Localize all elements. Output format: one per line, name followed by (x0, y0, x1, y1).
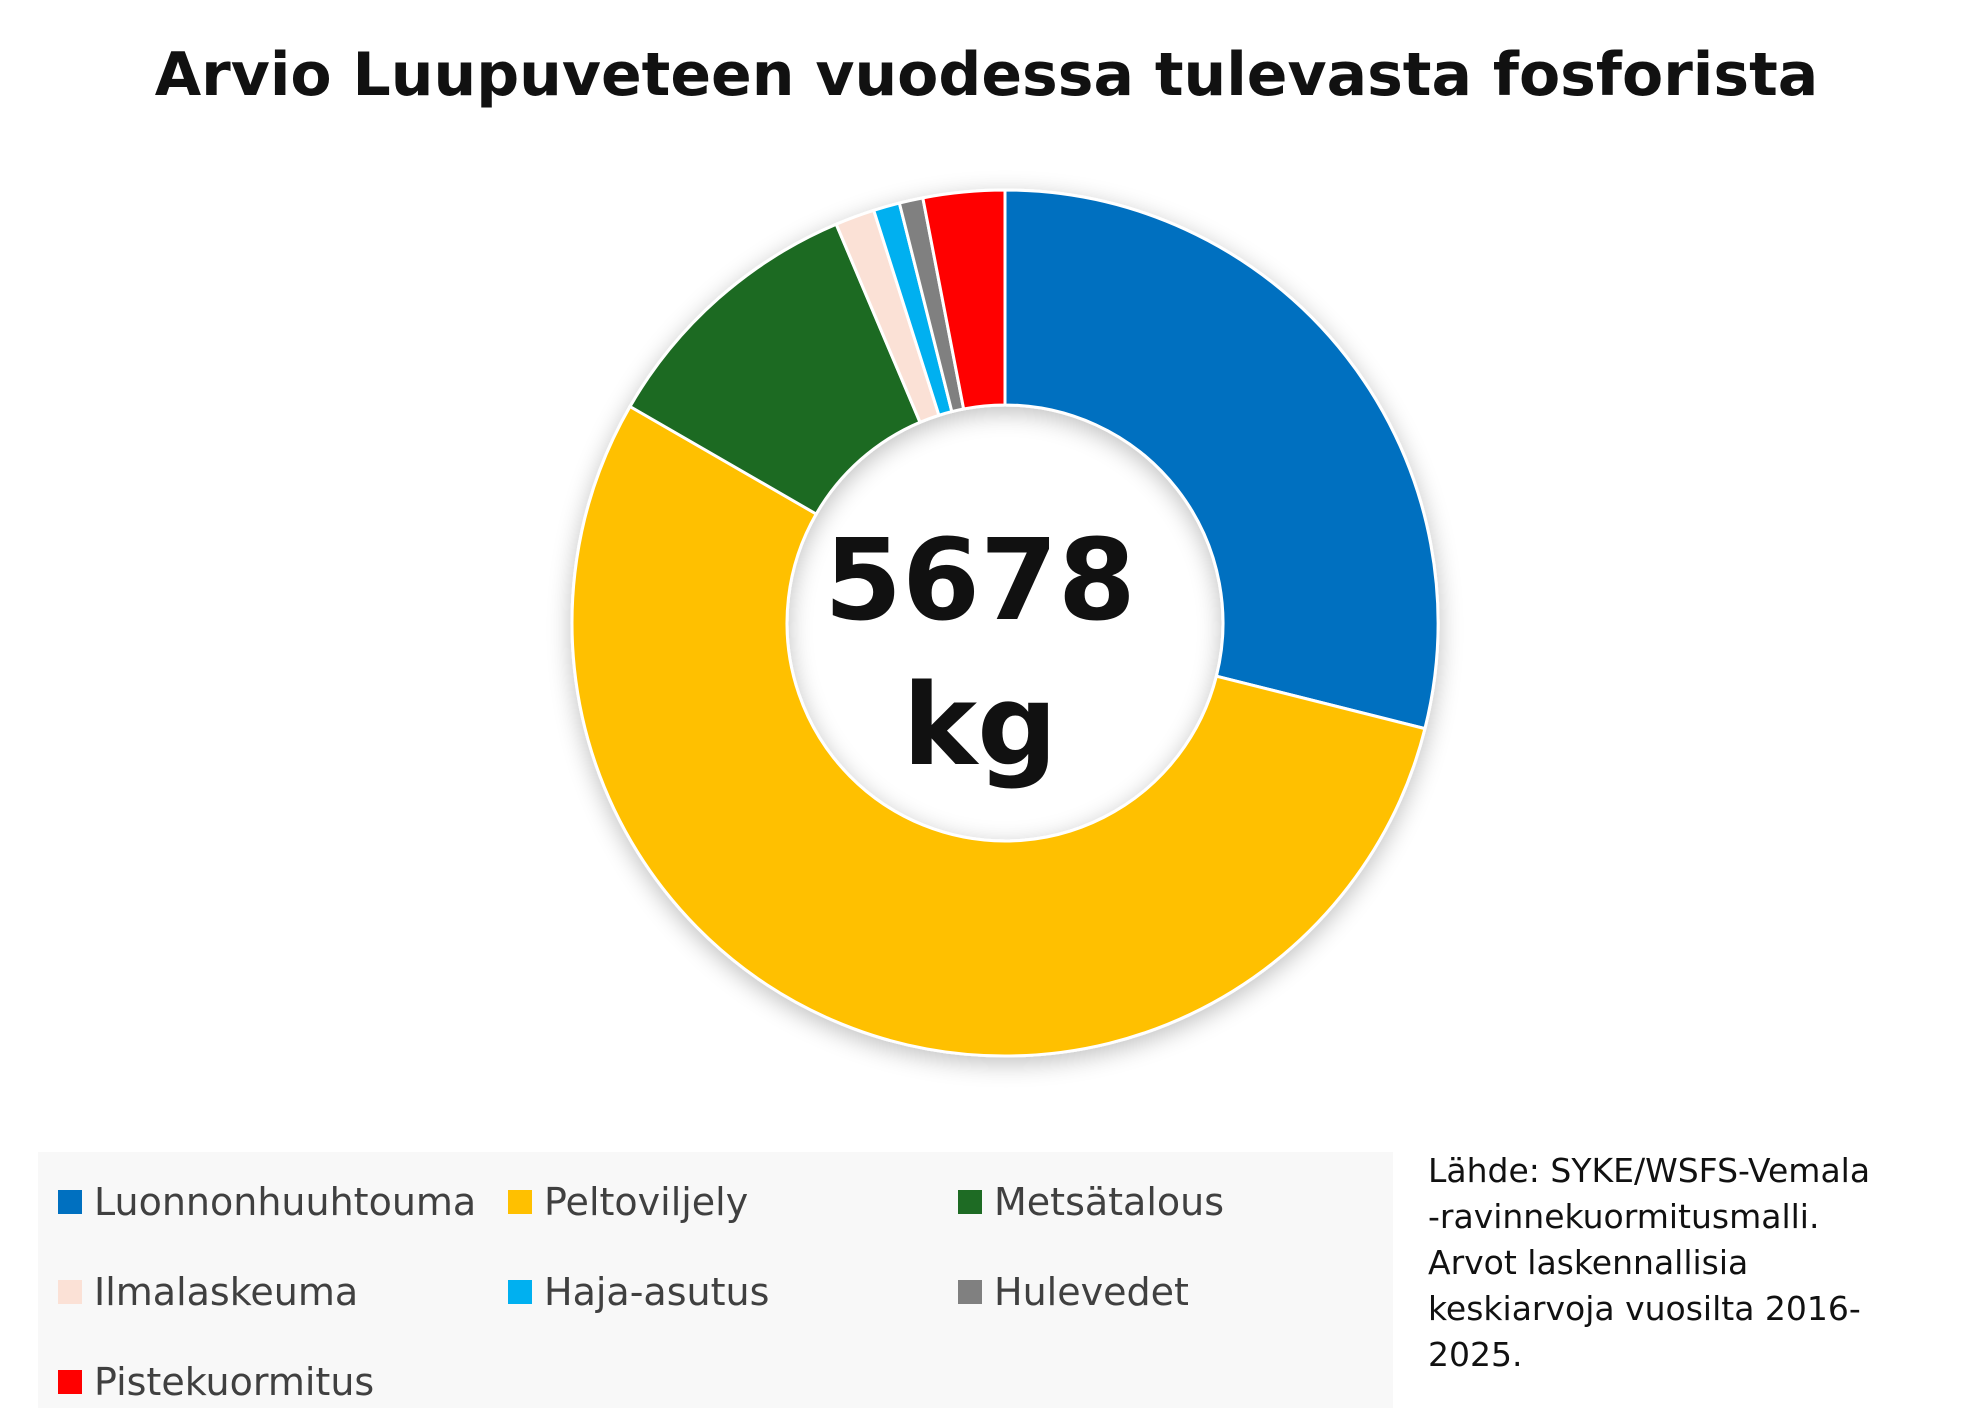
legend-swatch (58, 1190, 82, 1214)
legend-swatch (508, 1280, 532, 1304)
legend-item-peltoviljely: Peltoviljely (508, 1172, 748, 1232)
legend-label: Pistekuormitus (94, 1360, 375, 1404)
source-note-line: keskiarvoja vuosilta 2016- (1428, 1289, 1861, 1328)
legend-swatch (958, 1190, 982, 1214)
legend-label: Peltoviljely (544, 1180, 749, 1224)
legend-label: Haja-asutus (544, 1270, 770, 1314)
center-total-value: 5678 (824, 516, 1136, 646)
donut-slice-luonnonhuuhtouma (1003, 188, 1440, 731)
legend-swatch (58, 1280, 82, 1304)
source-note-line: 2025. (1428, 1335, 1523, 1374)
legend: Luonnonhuuhtouma Peltoviljely Metsätalou… (38, 1152, 1393, 1408)
legend-label: Hulevedet (994, 1270, 1189, 1314)
legend-swatch (58, 1370, 82, 1394)
legend-item-haja-asutus: Haja-asutus (508, 1262, 769, 1322)
legend-item-ilmalaskeuma: Ilmalaskeuma (58, 1262, 358, 1322)
legend-label: Metsätalous (994, 1180, 1225, 1224)
legend-item-pistekuormitus: Pistekuormitus (58, 1352, 374, 1412)
source-note-line: Arvot laskennallisia (1428, 1243, 1749, 1282)
center-total-unit: kg (902, 661, 1058, 791)
chart-title: Arvio Luupuveteen vuodessa tulevasta fos… (154, 40, 1819, 110)
source-note-line: -ravinnekuormitusmalli. (1428, 1197, 1820, 1236)
donut-slice-pistekuormitus (921, 188, 1007, 411)
legend-item-hulevedet: Hulevedet (958, 1262, 1189, 1322)
legend-item-luonnonhuuhtouma: Luonnonhuuhtouma (58, 1172, 476, 1232)
donut-slice-metsätalous (627, 222, 922, 517)
legend-swatch (508, 1190, 532, 1214)
donut-slice-peltoviljely (570, 404, 1427, 1058)
legend-label: Luonnonhuuhtouma (94, 1180, 477, 1224)
legend-item-metsatalous: Metsätalous (958, 1172, 1224, 1232)
source-note-line: Lähde: SYKE/WSFS-Vemala (1428, 1151, 1871, 1190)
legend-swatch (958, 1280, 982, 1304)
donut-chart (570, 188, 1440, 1058)
source-note: Lähde: SYKE/WSFS-Vemala -ravinnekuormitu… (1428, 1148, 1948, 1378)
legend-label: Ilmalaskeuma (94, 1270, 359, 1314)
